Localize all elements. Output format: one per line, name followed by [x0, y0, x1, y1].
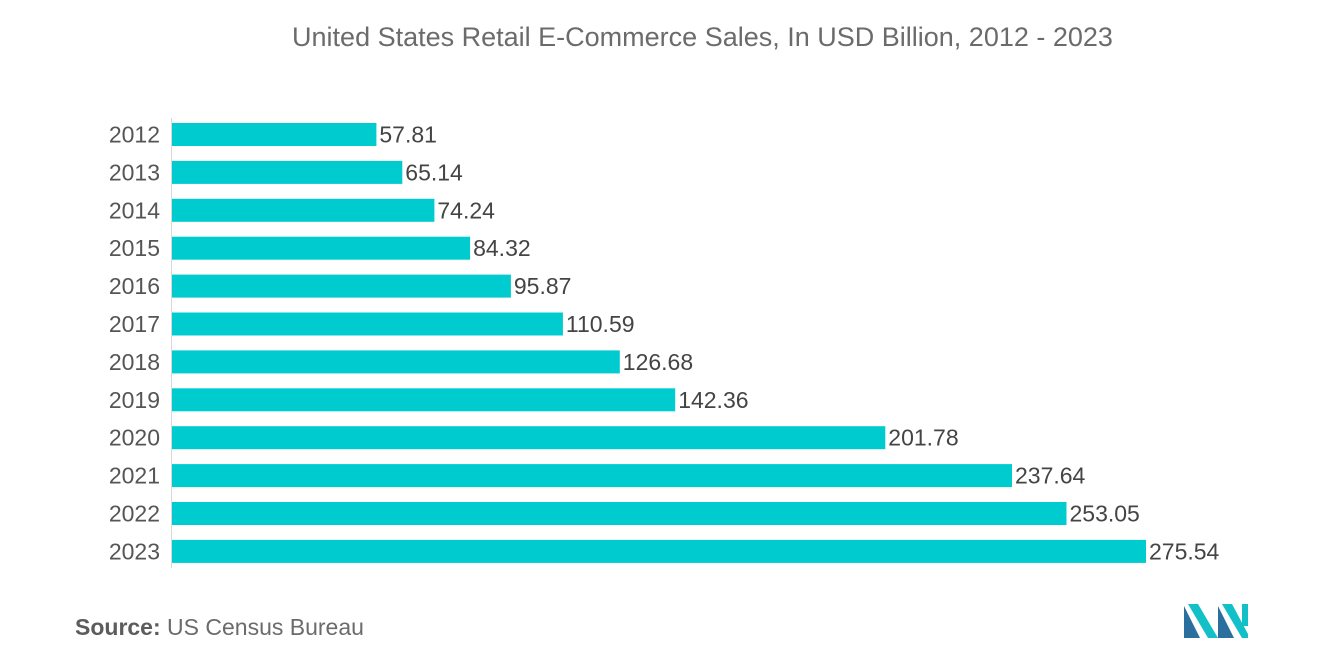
y-tick-label-2023: 2023	[109, 538, 160, 564]
source-text: US Census Bureau	[167, 614, 364, 640]
data-label-2013: 65.14	[405, 159, 463, 185]
data-label-2020: 201.78	[888, 425, 958, 451]
data-label-2023: 275.54	[1149, 538, 1220, 564]
bar-2017	[172, 312, 563, 336]
bar-2014	[172, 198, 435, 222]
logo-right-slant	[1222, 604, 1248, 638]
logo-right-shape	[1218, 606, 1234, 638]
y-tick-label-2022: 2022	[109, 501, 160, 527]
bar-2019	[172, 388, 676, 412]
bar-chart: 2012 57.81 2013 65.14 2014 74.24 2015 84.32 2016…	[109, 118, 1220, 568]
logo-left-shape	[1184, 606, 1200, 638]
data-label-2022: 253.05	[1070, 501, 1140, 527]
bar-2023	[172, 539, 1146, 563]
y-tick-label-2018: 2018	[109, 349, 160, 375]
data-label-2017: 110.59	[566, 311, 635, 337]
logo-left-slant	[1188, 604, 1218, 638]
bar-2013	[172, 160, 403, 184]
data-label-2016: 95.87	[514, 273, 572, 299]
y-tick-label-2015: 2015	[109, 235, 160, 261]
data-label-2015: 84.32	[473, 235, 531, 261]
logo-right-post	[1242, 604, 1248, 626]
data-label-2021: 237.64	[1015, 463, 1086, 489]
y-tick-label-2021: 2021	[109, 463, 160, 489]
bar-2012	[172, 123, 377, 146]
y-tick-label-2012: 2012	[109, 122, 160, 148]
y-tick-label-2017: 2017	[109, 311, 160, 337]
y-tick-label-2016: 2016	[109, 273, 160, 299]
bar-2015	[172, 236, 471, 260]
y-tick-label-2019: 2019	[109, 387, 160, 413]
data-label-2019: 142.36	[678, 387, 748, 413]
bar-2022	[172, 502, 1067, 525]
bar-2020	[172, 426, 886, 450]
data-label-2018: 126.68	[623, 349, 693, 375]
bars-group: 2012 57.81 2013 65.14 2014 74.24 2015 84.32 2016…	[109, 122, 1220, 565]
bar-2021	[172, 464, 1012, 488]
bar-2016	[172, 274, 511, 298]
chart-title: United States Retail E-Commerce Sales, I…	[292, 22, 1113, 52]
bar-2018	[172, 350, 620, 374]
data-label-2014: 74.24	[437, 197, 495, 223]
source-note: Source: US Census Bureau	[75, 614, 364, 641]
data-label-2012: 57.81	[379, 122, 437, 148]
y-tick-label-2020: 2020	[109, 425, 160, 451]
mordor-intelligence-logo-icon	[1184, 604, 1248, 638]
y-tick-label-2013: 2013	[109, 159, 160, 185]
y-tick-label-2014: 2014	[109, 197, 160, 223]
source-label: Source:	[75, 614, 161, 640]
